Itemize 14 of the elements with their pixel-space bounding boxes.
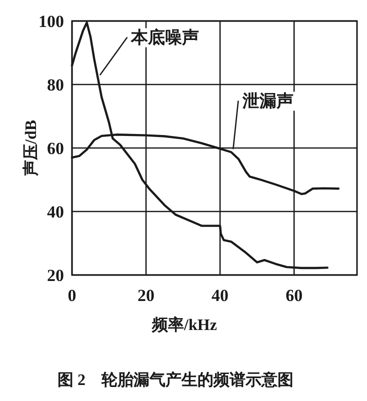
x-tick-label: 60 bbox=[286, 286, 303, 305]
x-tick-label: 40 bbox=[212, 286, 229, 305]
y-axis-title: 声压/dB bbox=[22, 120, 40, 178]
x-tick-label: 20 bbox=[138, 286, 155, 305]
y-tick-label: 80 bbox=[47, 76, 64, 94]
y-tick-label: 40 bbox=[47, 202, 64, 222]
x-tick-label: 0 bbox=[68, 286, 76, 305]
y-tick-label: 60 bbox=[47, 139, 64, 158]
text: 图 2 轮胎漏气产生的频谱示意图 bbox=[58, 371, 294, 389]
text: 泄漏声 bbox=[241, 92, 294, 111]
y-tick-label: 100 bbox=[38, 12, 64, 31]
text: 本底噪声 bbox=[130, 28, 200, 48]
x-axis-title: 频率/kHz bbox=[151, 315, 217, 334]
y-tick-label: 20 bbox=[47, 266, 64, 285]
